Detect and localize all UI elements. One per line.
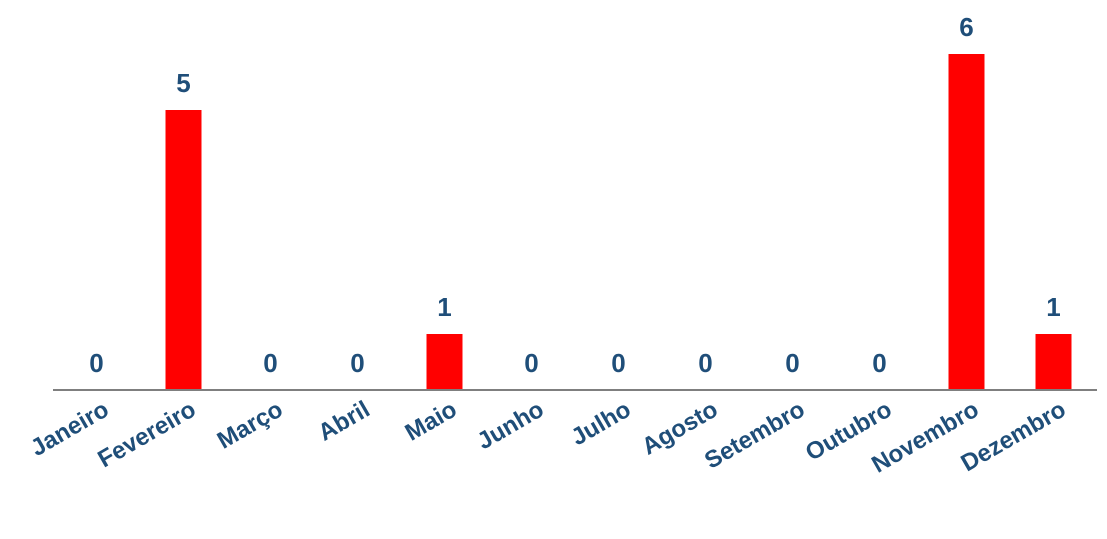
bar-novembro	[948, 54, 985, 390]
x-tick-label: Setembro	[700, 396, 809, 475]
value-labels-group: 0 5 0 0 1 0 0 0 0 0 6 1	[89, 12, 1060, 378]
data-label: 1	[437, 292, 451, 322]
x-tick-label: Julho	[567, 396, 636, 451]
data-label: 0	[611, 348, 625, 378]
data-label: 1	[1046, 292, 1060, 322]
data-label: 0	[350, 348, 364, 378]
bars-group	[165, 54, 1072, 390]
data-label: 0	[524, 348, 538, 378]
x-tick-label: Março	[213, 396, 288, 455]
bar-maio	[426, 334, 463, 390]
data-label: 5	[176, 68, 190, 98]
data-label: 0	[872, 348, 886, 378]
x-tick-label: Maio	[401, 396, 462, 447]
data-label: 6	[959, 12, 973, 42]
data-label: 0	[263, 348, 277, 378]
data-label: 0	[89, 348, 103, 378]
data-label: 0	[785, 348, 799, 378]
x-tick-label: Abril	[314, 396, 375, 447]
x-tick-label: Junho	[473, 396, 549, 455]
x-tick-label: Fevereiro	[93, 396, 200, 473]
bar-dezembro	[1035, 334, 1072, 390]
bar-fevereiro	[165, 110, 202, 390]
data-label: 0	[698, 348, 712, 378]
